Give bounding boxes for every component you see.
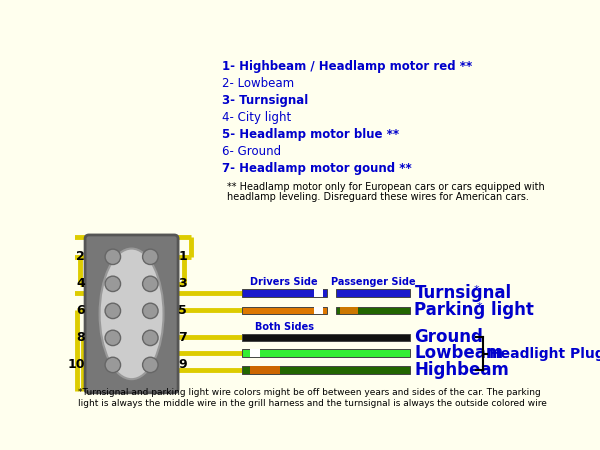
Bar — [314, 289, 323, 297]
Circle shape — [143, 249, 158, 265]
Text: *Turnsignal and parking light wire colors might be off between years and sides o: *Turnsignal and parking light wire color… — [78, 388, 547, 408]
Text: 8: 8 — [76, 331, 85, 344]
Text: 7- Headlamp motor gound **: 7- Headlamp motor gound ** — [222, 162, 412, 175]
Text: Ground: Ground — [415, 328, 484, 346]
FancyBboxPatch shape — [85, 235, 178, 393]
Bar — [340, 306, 358, 314]
Bar — [314, 306, 323, 314]
Circle shape — [143, 330, 158, 346]
Bar — [242, 349, 410, 356]
Text: Lowbeam: Lowbeam — [415, 344, 504, 362]
Bar — [250, 366, 280, 374]
Circle shape — [143, 357, 158, 373]
Text: 10: 10 — [68, 359, 85, 371]
Text: Parking light: Parking light — [415, 302, 535, 319]
Circle shape — [105, 357, 121, 373]
Text: 6: 6 — [76, 304, 85, 317]
Text: Headlight Plug: Headlight Plug — [489, 346, 600, 360]
Bar — [336, 289, 410, 297]
Bar — [250, 349, 260, 356]
Circle shape — [143, 303, 158, 319]
Circle shape — [105, 330, 121, 346]
Text: headlamp leveling. Disreguard these wires for American cars.: headlamp leveling. Disreguard these wire… — [227, 192, 529, 202]
Text: 1- Highbeam / Headlamp motor red **: 1- Highbeam / Headlamp motor red ** — [222, 60, 473, 73]
Text: 3- Turnsignal: 3- Turnsignal — [222, 94, 308, 107]
Bar — [242, 306, 327, 314]
Text: Drivers Side: Drivers Side — [250, 277, 318, 287]
Text: *: * — [473, 284, 479, 295]
Text: 2- Lowbeam: 2- Lowbeam — [222, 77, 295, 90]
Text: 3: 3 — [178, 277, 187, 290]
Text: 5: 5 — [178, 304, 187, 317]
Ellipse shape — [100, 248, 164, 379]
Bar — [242, 289, 327, 297]
Text: 7: 7 — [178, 331, 187, 344]
Circle shape — [143, 276, 158, 292]
Text: Passenger Side: Passenger Side — [331, 277, 415, 287]
Bar — [242, 333, 410, 341]
Text: 5- Headlamp motor blue **: 5- Headlamp motor blue ** — [222, 128, 400, 141]
Text: 2: 2 — [76, 250, 85, 263]
Text: ** Headlamp motor only for European cars or cars equipped with: ** Headlamp motor only for European cars… — [227, 182, 545, 192]
Text: Both Sides: Both Sides — [255, 322, 314, 332]
Circle shape — [105, 276, 121, 292]
Bar — [242, 366, 410, 374]
Circle shape — [105, 249, 121, 265]
Text: 9: 9 — [178, 359, 187, 371]
Text: Highbeam: Highbeam — [415, 361, 509, 379]
Text: *: * — [476, 302, 482, 312]
Text: 4: 4 — [76, 277, 85, 290]
Text: 6- Ground: 6- Ground — [222, 145, 281, 158]
Bar — [336, 306, 410, 314]
Text: 4- City light: 4- City light — [222, 111, 292, 124]
Text: 1: 1 — [178, 250, 187, 263]
Text: Turnsignal: Turnsignal — [415, 284, 512, 302]
Circle shape — [105, 303, 121, 319]
